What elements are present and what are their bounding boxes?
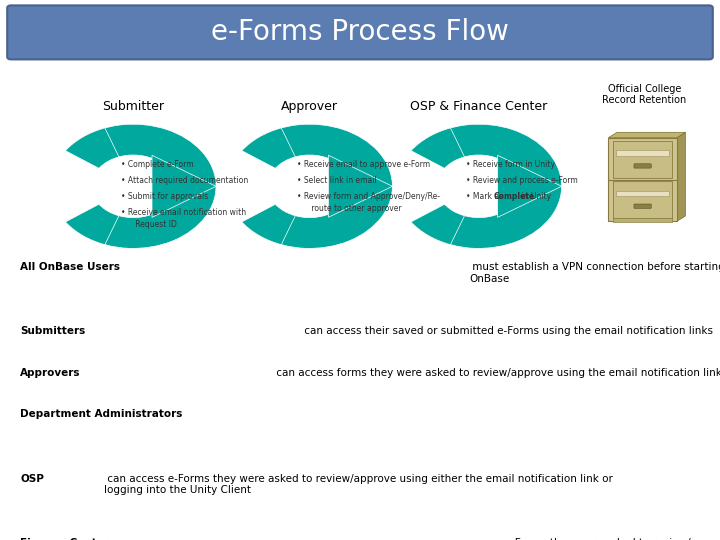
Polygon shape bbox=[498, 156, 562, 217]
Text: OSP: OSP bbox=[20, 474, 44, 484]
Wedge shape bbox=[66, 128, 119, 168]
Text: Submitter: Submitter bbox=[102, 100, 164, 113]
Text: • Attach required documentation: • Attach required documentation bbox=[121, 176, 248, 185]
Text: • Receive email notification with: • Receive email notification with bbox=[121, 208, 246, 217]
Wedge shape bbox=[80, 124, 216, 248]
Text: • Review and process e-Form: • Review and process e-Form bbox=[467, 176, 578, 185]
Text: Complete: Complete bbox=[494, 192, 535, 201]
Text: Official College
Record Retention: Official College Record Retention bbox=[602, 84, 687, 105]
Text: Request ID: Request ID bbox=[121, 220, 176, 229]
FancyBboxPatch shape bbox=[634, 204, 652, 208]
Wedge shape bbox=[411, 128, 464, 168]
Wedge shape bbox=[242, 128, 295, 168]
Text: • Mark as: • Mark as bbox=[467, 192, 505, 201]
Text: • Complete e-Form: • Complete e-Form bbox=[121, 160, 193, 168]
Wedge shape bbox=[242, 204, 295, 245]
Text: can access forms they were asked to review/approve using the email notification : can access forms they were asked to revi… bbox=[273, 368, 720, 378]
Text: can access e-Forms they were asked to review/process using either the email noti: can access e-Forms they were asked to re… bbox=[441, 538, 720, 540]
Wedge shape bbox=[256, 124, 392, 248]
Text: • Review form and Approve/Deny/Re-: • Review form and Approve/Deny/Re- bbox=[297, 192, 440, 201]
Text: • Submit for approvals: • Submit for approvals bbox=[121, 192, 208, 201]
Polygon shape bbox=[152, 156, 216, 217]
Text: OSP & Finance Center: OSP & Finance Center bbox=[410, 100, 547, 113]
FancyBboxPatch shape bbox=[634, 164, 652, 168]
Text: can access e-Forms they were asked to review/approve using either the email noti: can access e-Forms they were asked to re… bbox=[104, 474, 613, 495]
FancyBboxPatch shape bbox=[613, 217, 672, 222]
Text: can access their saved or submitted e-Forms using the email notification links: can access their saved or submitted e-Fo… bbox=[301, 326, 713, 336]
FancyBboxPatch shape bbox=[613, 141, 672, 178]
FancyBboxPatch shape bbox=[613, 181, 672, 218]
Text: All OnBase Users: All OnBase Users bbox=[20, 262, 120, 272]
Text: Finance Centers: Finance Centers bbox=[20, 538, 115, 540]
Text: route to other approver: route to other approver bbox=[297, 204, 402, 213]
Polygon shape bbox=[608, 132, 685, 138]
Wedge shape bbox=[426, 124, 562, 248]
Text: Approver: Approver bbox=[281, 100, 338, 113]
Polygon shape bbox=[328, 156, 392, 217]
Text: must establish a VPN connection before starting the Unity Client in order to con: must establish a VPN connection before s… bbox=[469, 262, 720, 284]
Text: in Unity: in Unity bbox=[519, 192, 551, 201]
Text: Submitters: Submitters bbox=[20, 326, 86, 336]
Text: • Receive email to approve e-Form: • Receive email to approve e-Form bbox=[297, 160, 430, 168]
FancyBboxPatch shape bbox=[616, 191, 669, 196]
Text: Department Administrators: Department Administrators bbox=[20, 409, 183, 420]
Text: • Receive form in Unity: • Receive form in Unity bbox=[467, 160, 555, 168]
Text: • Select link in email: • Select link in email bbox=[297, 176, 377, 185]
FancyBboxPatch shape bbox=[616, 150, 669, 156]
FancyBboxPatch shape bbox=[7, 5, 713, 59]
Wedge shape bbox=[411, 204, 464, 245]
FancyBboxPatch shape bbox=[608, 138, 677, 221]
Text: e-Forms Process Flow: e-Forms Process Flow bbox=[211, 18, 509, 46]
Wedge shape bbox=[66, 204, 119, 245]
Polygon shape bbox=[677, 132, 685, 221]
Text: Approvers: Approvers bbox=[20, 368, 81, 378]
